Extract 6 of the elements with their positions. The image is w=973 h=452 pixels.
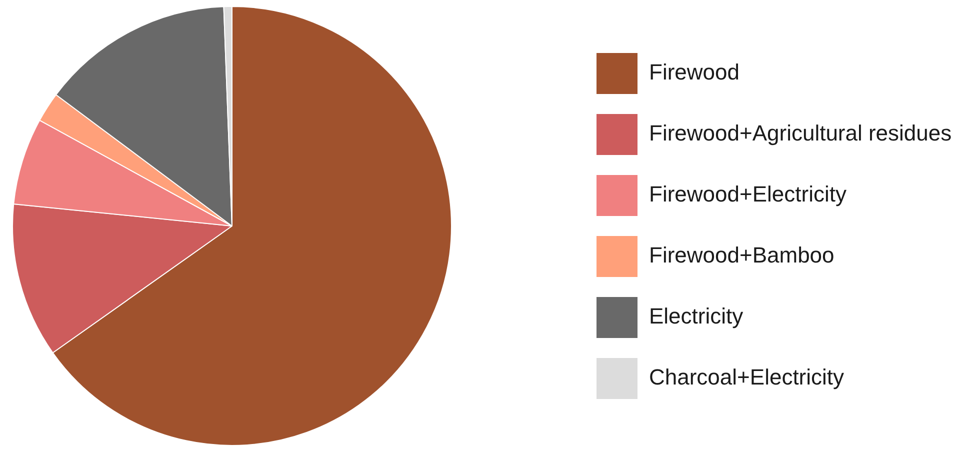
legend-label: Charcoal+Electricity	[649, 364, 844, 390]
legend-label: Firewood	[649, 60, 740, 85]
legend-label: Electricity	[649, 304, 744, 329]
legend-label: Firewood+Bamboo	[649, 242, 834, 268]
legend-label: Firewood+Electricity	[649, 182, 846, 207]
legend-label: Firewood+Agricultural residues	[649, 120, 952, 146]
